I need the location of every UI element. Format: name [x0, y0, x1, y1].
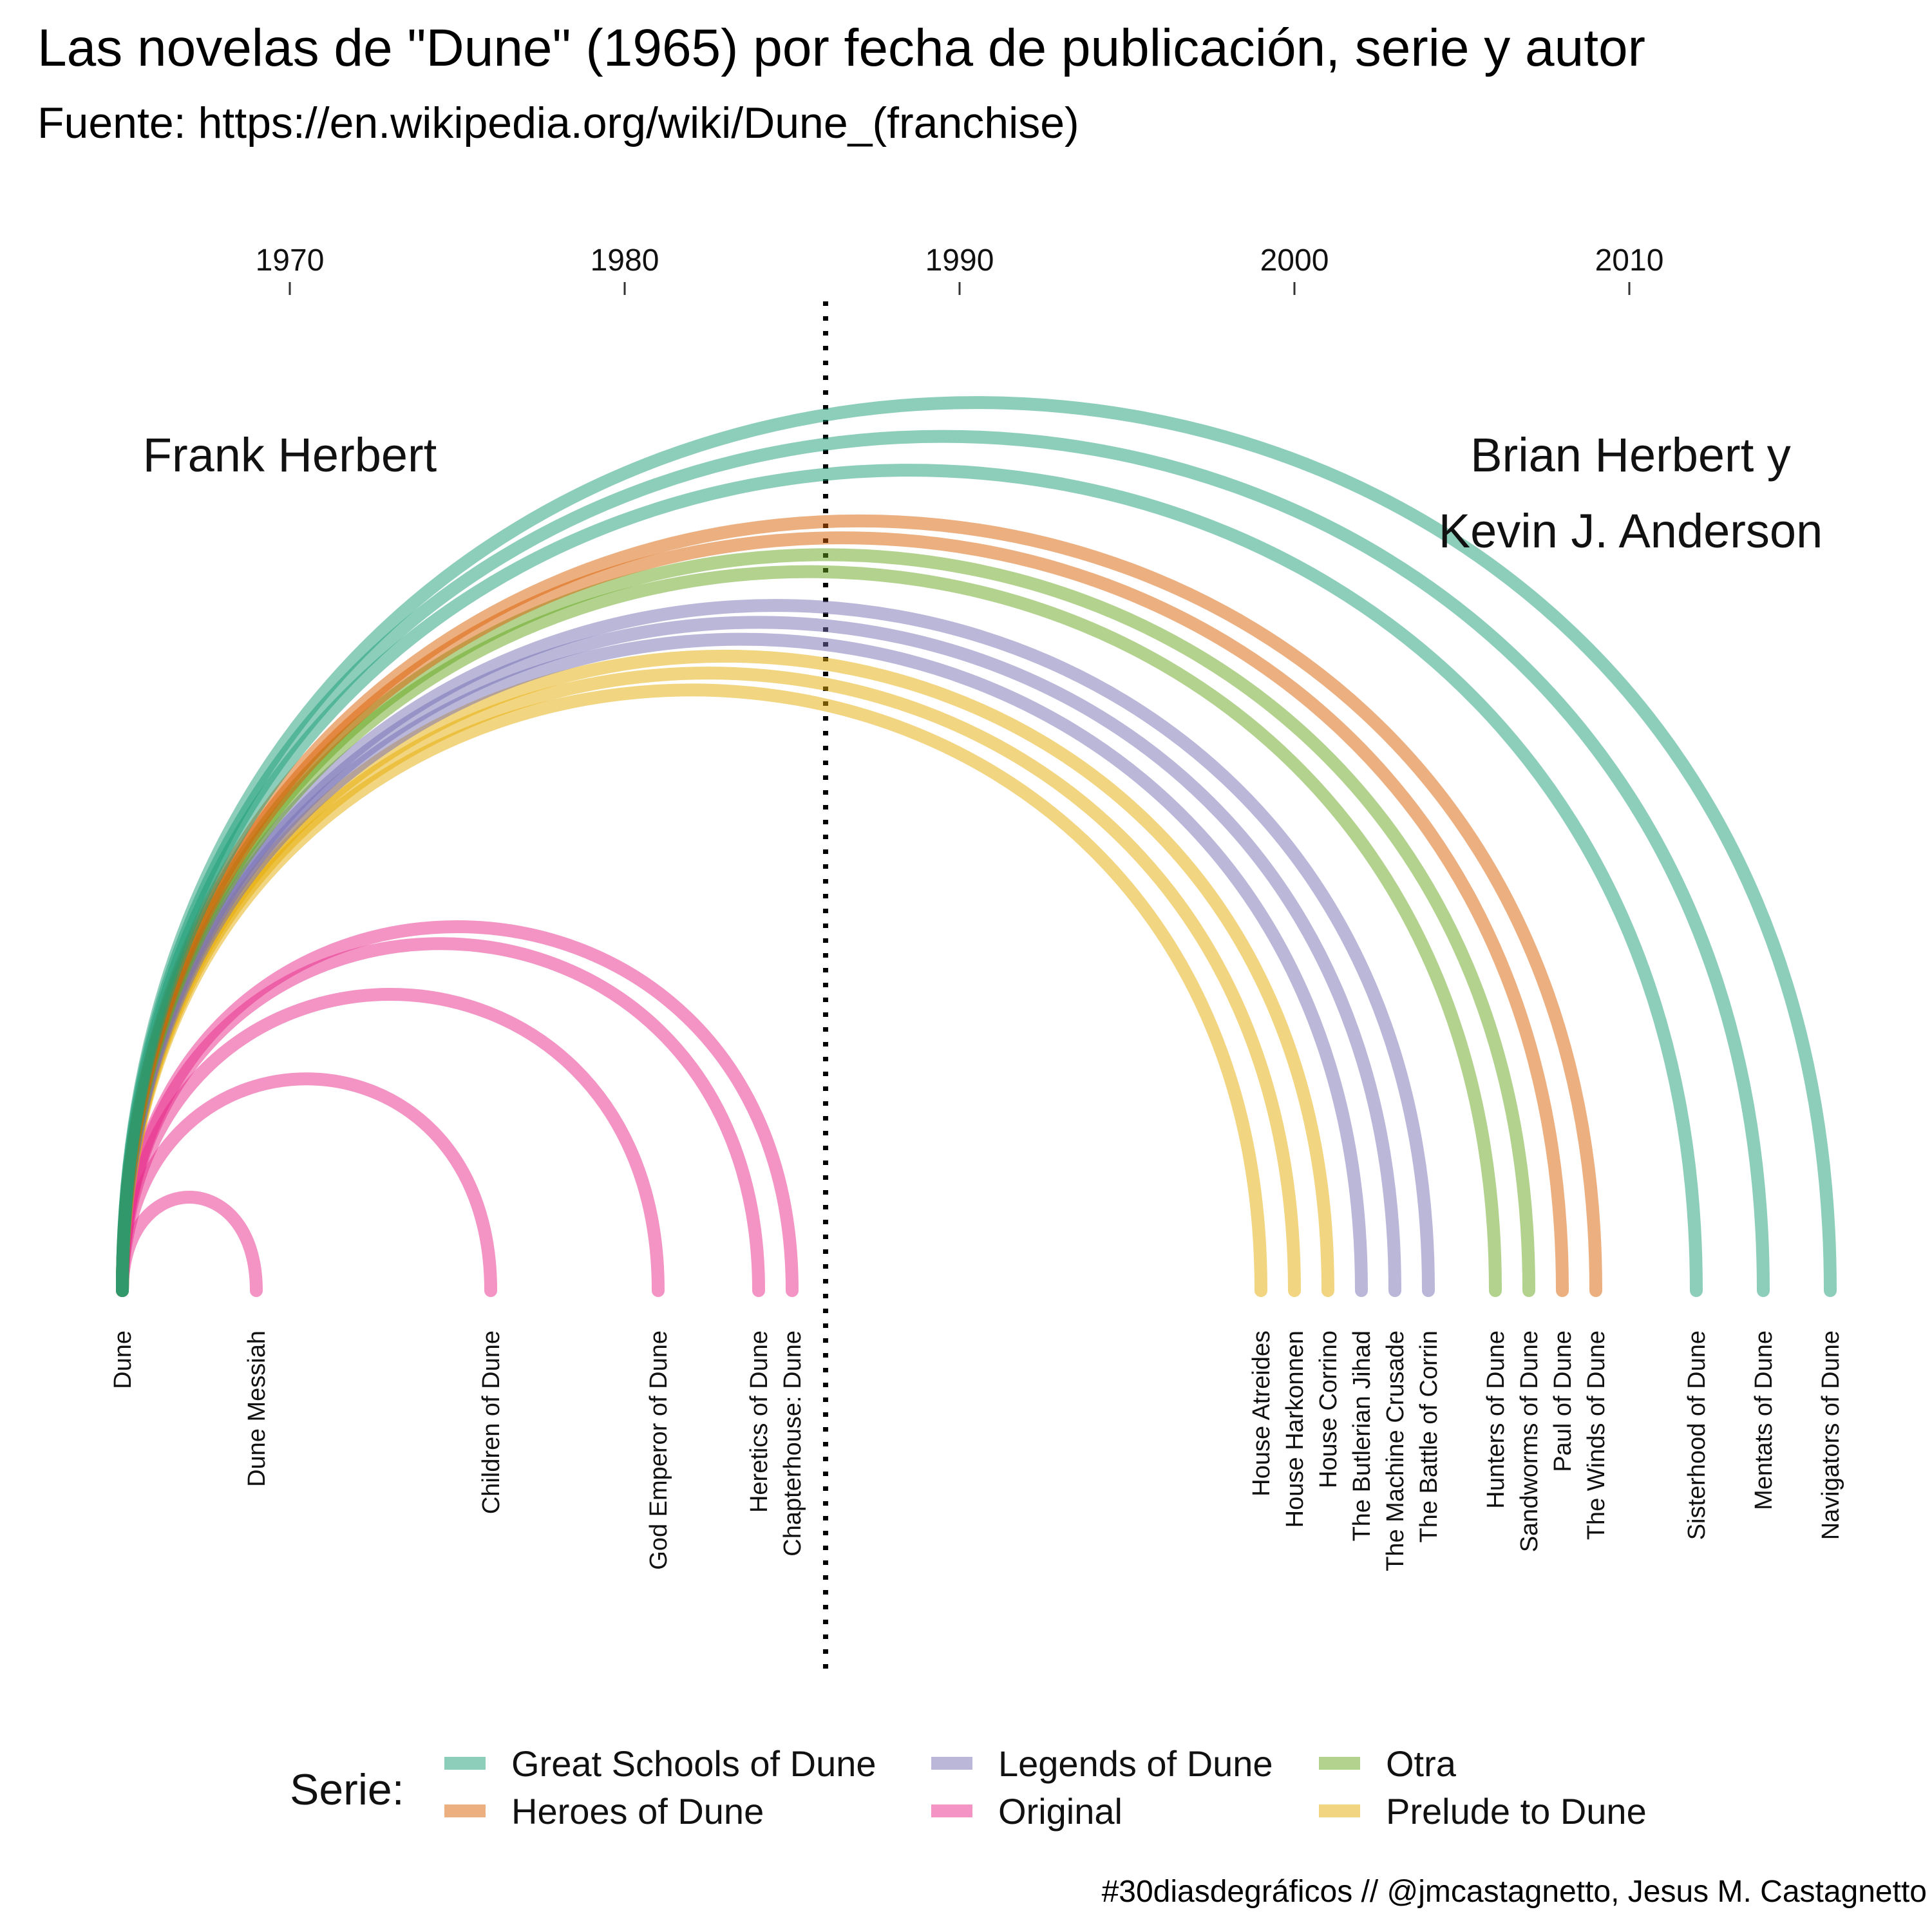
legend-label-great-schools-of-dune: Great Schools of Dune	[511, 1743, 876, 1784]
book-label-the-butlerian-jihad: The Butlerian Jihad	[1349, 1331, 1376, 1541]
arc-series	[116, 396, 1837, 1297]
book-label-the-battle-of-corrin: The Battle of Corrin	[1416, 1331, 1443, 1542]
author-labels: Frank Herbert Brian Herbert y Kevin J. And…	[143, 428, 1823, 558]
author-frank-herbert-line-0: Frank Herbert	[143, 428, 437, 482]
book-label-sandworms-of-dune: Sandworms of Dune	[1516, 1331, 1543, 1552]
legend-title: Serie:	[290, 1765, 404, 1814]
book-label-house-atreides: House Atreides	[1248, 1331, 1275, 1497]
x-tick-label-1980: 1980	[591, 243, 659, 278]
x-tick-label-1970: 1970	[256, 243, 325, 278]
book-label-house-harkonnen: House Harkonnen	[1282, 1331, 1309, 1528]
legend-label-prelude-to-dune: Prelude to Dune	[1386, 1791, 1647, 1832]
arc-dune-messiah	[116, 1191, 263, 1297]
arc-navigators-of-dune	[116, 396, 1837, 1297]
book-label-navigators-of-dune: Navigators of Dune	[1817, 1331, 1844, 1540]
x-tick-label-2010: 2010	[1595, 243, 1664, 278]
book-label-paul-of-dune: Paul of Dune	[1549, 1331, 1577, 1472]
book-label-dune-messiah: Dune Messiah	[243, 1331, 270, 1487]
x-tick-label-1990: 1990	[925, 243, 994, 278]
legend-label-otra: Otra	[1386, 1743, 1457, 1784]
arc-the-winds-of-dune	[116, 514, 1602, 1297]
legend-label-heroes-of-dune: Heroes of Dune	[511, 1791, 764, 1832]
chart-title: Las novelas de "Dune" (1965) por fecha d…	[37, 19, 1645, 77]
book-label-mentats-of-dune: Mentats of Dune	[1750, 1331, 1777, 1510]
chart-subtitle: Fuente: https://en.wikipedia.org/wiki/Du…	[37, 99, 1079, 147]
legend-label-original: Original	[998, 1791, 1122, 1832]
arc-chapterhouse-dune	[116, 920, 799, 1297]
book-label-hunters-of-dune: Hunters of Dune	[1482, 1331, 1510, 1509]
book-label-the-winds-of-dune: The Winds of Dune	[1583, 1331, 1610, 1540]
book-label-god-emperor-of-dune: God Emperor of Dune	[645, 1331, 672, 1570]
book-label-children-of-dune: Children of Dune	[478, 1331, 505, 1514]
book-label-heretics-of-dune: Heretics of Dune	[746, 1331, 773, 1513]
book-label-sisterhood-of-dune: Sisterhood of Dune	[1683, 1331, 1710, 1540]
author-brian-kevin-line-0: Brian Herbert y	[1470, 428, 1791, 482]
chart-caption: #30diasdegráficos // @jmcastagnetto, Jes…	[1101, 1875, 1927, 1909]
x-axis: 1970 1980 1990 2000 2010	[256, 243, 1664, 1674]
legend: Serie: Great Schools of Dune Heroes of Dun…	[290, 1743, 1647, 1832]
author-brian-kevin-line-1: Kevin J. Anderson	[1439, 504, 1823, 558]
category-labels: Dune Dune Messiah Children of Dune God Empe…	[109, 1331, 1844, 1571]
book-label-the-machine-crusade: The Machine Crusade	[1382, 1331, 1409, 1571]
x-tick-label-2000: 2000	[1260, 243, 1329, 278]
book-label-chapterhouse-dune: Chapterhouse: Dune	[779, 1331, 806, 1557]
legend-label-legends-of-dune: Legends of Dune	[998, 1743, 1273, 1784]
arc-children-of-dune	[116, 1072, 497, 1297]
book-label-dune: Dune	[109, 1331, 137, 1389]
book-label-house-corrino: House Corrino	[1315, 1331, 1342, 1488]
